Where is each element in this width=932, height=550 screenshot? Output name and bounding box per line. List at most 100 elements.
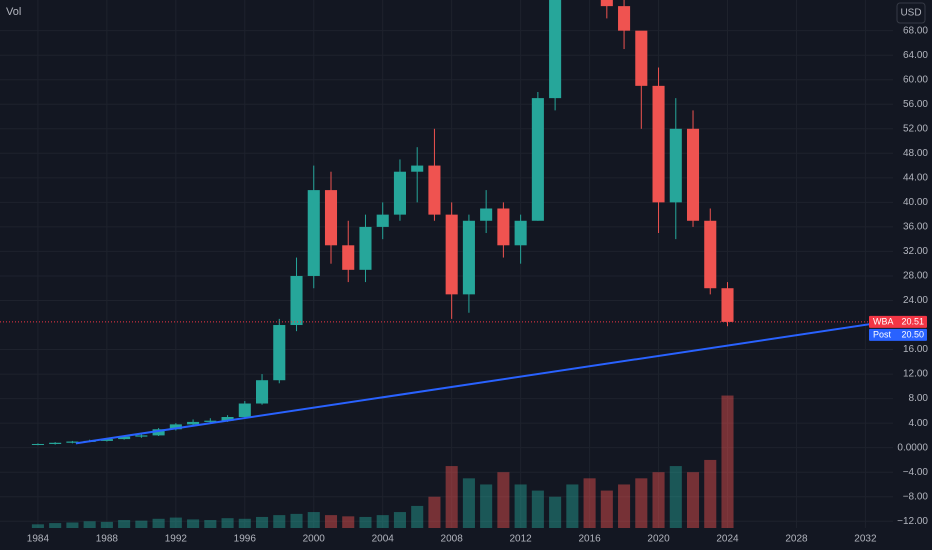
x-tick-label: 2012: [510, 534, 533, 545]
volume-bar: [497, 472, 510, 528]
candle-body: [238, 403, 251, 418]
candle-body: [187, 421, 200, 425]
volume-bar: [376, 515, 389, 528]
currency-label[interactable]: USD: [900, 8, 921, 19]
candle-body: [342, 245, 355, 270]
volume-bar: [480, 484, 493, 528]
volume-bar: [31, 524, 44, 528]
candle-body: [462, 220, 475, 295]
volume-bar: [549, 496, 562, 528]
volume-bar: [514, 484, 527, 528]
y-tick-label: 4.00: [909, 418, 929, 429]
volume-bar: [307, 512, 320, 528]
currency-button[interactable]: [896, 2, 926, 24]
volume-bar: [135, 520, 148, 528]
candle-body: [497, 208, 510, 246]
price-tag-name: WBA: [873, 316, 894, 326]
volume-bar: [704, 459, 717, 528]
y-tick-label: 32.00: [903, 246, 928, 257]
y-tick-label: 28.00: [903, 271, 928, 282]
y-tick-label: 12.00: [903, 369, 928, 380]
y-tick-label: 60.00: [903, 74, 928, 85]
volume-bar: [686, 472, 700, 528]
candle-body: [549, 0, 562, 99]
volume-bar: [187, 519, 200, 528]
volume-bar: [652, 472, 665, 528]
x-tick-label: 2000: [303, 534, 326, 545]
candle-body: [411, 165, 424, 172]
volume-bar: [428, 496, 441, 528]
x-tick-label: 2016: [578, 534, 601, 545]
candle-body: [256, 380, 269, 404]
candle-body: [635, 30, 648, 86]
candle-body: [290, 275, 303, 326]
x-tick-label: 2004: [372, 534, 395, 545]
volume-bar: [721, 395, 734, 528]
candle-body: [118, 436, 131, 440]
candle-body: [169, 424, 182, 430]
volume-bar: [152, 518, 165, 528]
candle-body: [428, 165, 441, 215]
y-tick-label: −4.00: [903, 467, 929, 478]
volume-bar: [256, 516, 269, 528]
candle-body: [618, 6, 631, 31]
volume-bar: [635, 478, 648, 528]
volume-bar: [118, 520, 131, 528]
x-tick-label: 2008: [441, 534, 464, 545]
candle-body: [66, 441, 79, 443]
y-tick-label: 68.00: [903, 25, 928, 36]
candle-body: [514, 220, 527, 246]
volume-bar: [290, 513, 303, 528]
volume-bar: [531, 490, 544, 528]
volume-bar: [66, 522, 79, 528]
x-tick-label: 2020: [647, 534, 670, 545]
price-tag-value: 20.51: [901, 316, 924, 326]
y-tick-label: 44.00: [903, 172, 928, 183]
candle-body: [652, 85, 665, 203]
volume-bar: [462, 478, 475, 528]
volume-bar: [600, 490, 613, 528]
candle-body: [686, 128, 700, 221]
candle-body: [221, 417, 234, 421]
volume-bar: [669, 466, 682, 528]
candle-body: [324, 190, 338, 246]
candle-body: [721, 288, 734, 322]
y-tick-label: 24.00: [903, 295, 928, 306]
y-tick-label: 40.00: [903, 197, 928, 208]
volume-bar: [169, 517, 182, 528]
y-tick-label: 56.00: [903, 99, 928, 110]
y-tick-label: 64.00: [903, 50, 928, 61]
volume-bar: [359, 516, 372, 528]
volume-bar: [83, 521, 96, 528]
candle-body: [135, 435, 148, 437]
volume-bar: [445, 466, 458, 528]
x-tick-label: 1988: [96, 534, 119, 545]
candle-body: [307, 190, 320, 276]
x-tick-label: 1996: [234, 534, 257, 545]
volume-bar: [100, 521, 113, 528]
candle-body: [376, 214, 389, 227]
volume-bar: [342, 516, 355, 528]
x-tick-label: 2028: [785, 534, 808, 545]
trendline: [75, 319, 893, 445]
y-tick-label: 8.00: [909, 393, 929, 404]
candle-body: [204, 420, 217, 422]
candle-body: [100, 439, 113, 441]
y-tick-label: −8.00: [903, 491, 929, 502]
candle-body: [600, 0, 613, 7]
price-tag: [869, 328, 927, 341]
candle-body: [152, 429, 165, 436]
volume-bar: [411, 505, 424, 528]
volume-bar: [273, 515, 286, 528]
y-tick-label: 52.00: [903, 123, 928, 134]
candle-body: [480, 208, 493, 221]
candle-body: [704, 220, 717, 289]
x-tick-label: 1992: [165, 534, 188, 545]
y-tick-label: 16.00: [903, 344, 928, 355]
x-tick-label: 2024: [716, 534, 739, 545]
volume-bar: [324, 515, 338, 528]
candle-body: [49, 442, 62, 444]
volume-bar: [221, 518, 234, 528]
candle-body: [273, 325, 286, 381]
